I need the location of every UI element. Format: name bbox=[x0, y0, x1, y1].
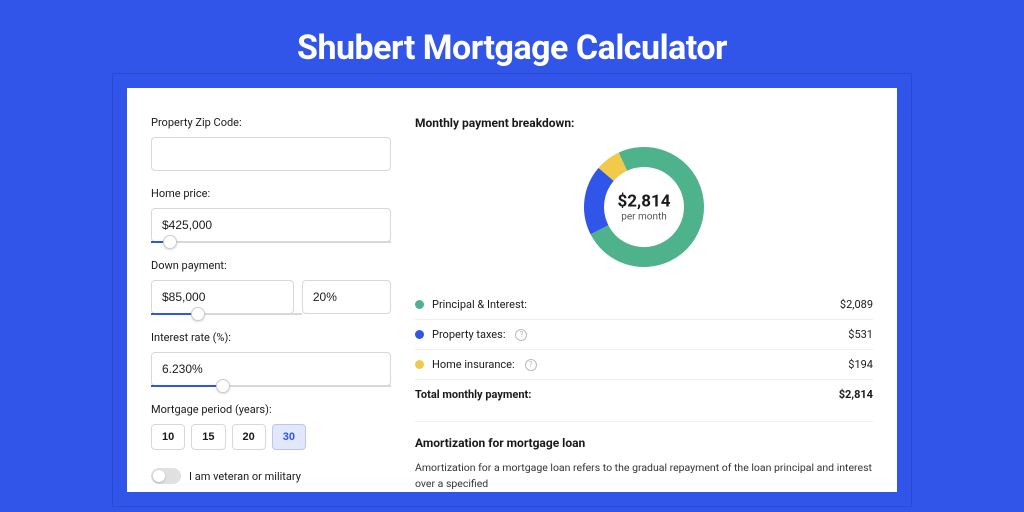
amortization-section: Amortization for mortgage loan Amortizat… bbox=[415, 421, 873, 492]
down-payment-slider[interactable] bbox=[151, 313, 302, 315]
down-payment-slider-thumb[interactable] bbox=[191, 307, 205, 321]
period-option-10[interactable]: 10 bbox=[151, 424, 185, 450]
legend-dot-principal bbox=[415, 300, 424, 309]
donut-wrap: $2,814 per month bbox=[415, 142, 873, 272]
interest-rate-slider[interactable] bbox=[151, 385, 391, 387]
legend-value-insurance: $194 bbox=[848, 358, 873, 371]
period-option-30[interactable]: 30 bbox=[272, 424, 306, 450]
legend-value-taxes: $531 bbox=[848, 328, 873, 341]
period-option-15[interactable]: 15 bbox=[191, 424, 225, 450]
zip-input[interactable] bbox=[151, 137, 391, 171]
info-icon[interactable]: ? bbox=[515, 329, 527, 341]
breakdown-heading: Monthly payment breakdown: bbox=[415, 116, 873, 130]
home-price-slider[interactable] bbox=[151, 241, 391, 243]
legend-row-insurance: Home insurance: ? $194 bbox=[415, 350, 873, 380]
interest-rate-label: Interest rate (%): bbox=[151, 331, 391, 344]
donut-center-amount: $2,814 bbox=[618, 192, 671, 212]
interest-rate-slider-thumb[interactable] bbox=[216, 379, 230, 393]
veteran-label: I am veteran or military bbox=[189, 470, 301, 483]
amortization-heading: Amortization for mortgage loan bbox=[415, 436, 873, 450]
legend-value-total: $2,814 bbox=[839, 388, 873, 401]
period-option-20[interactable]: 20 bbox=[232, 424, 266, 450]
zip-label: Property Zip Code: bbox=[151, 116, 391, 129]
info-icon[interactable]: ? bbox=[525, 359, 537, 371]
zip-field: Property Zip Code: bbox=[151, 116, 391, 171]
legend-label-total: Total monthly payment: bbox=[415, 388, 531, 401]
calculator-card: Property Zip Code: Home price: Down paym… bbox=[127, 88, 897, 492]
breakdown-column: Monthly payment breakdown: $2,814 per mo bbox=[415, 116, 873, 492]
donut-center: $2,814 per month bbox=[618, 192, 671, 223]
legend-value-principal: $2,089 bbox=[840, 298, 873, 311]
page-title: Shubert Mortgage Calculator bbox=[0, 0, 1024, 88]
veteran-toggle-knob bbox=[153, 470, 165, 482]
legend-row-total: Total monthly payment: $2,814 bbox=[415, 380, 873, 409]
legend-label-insurance: Home insurance: bbox=[432, 358, 515, 371]
legend-dot-insurance bbox=[415, 360, 424, 369]
down-payment-amount-input[interactable] bbox=[151, 280, 294, 314]
legend-label-taxes: Property taxes: bbox=[432, 328, 505, 341]
mortgage-period-field: Mortgage period (years): 10 15 20 30 bbox=[151, 403, 391, 450]
legend-dot-taxes bbox=[415, 330, 424, 339]
interest-rate-slider-fill bbox=[151, 385, 223, 387]
home-price-slider-thumb[interactable] bbox=[163, 235, 177, 249]
home-price-label: Home price: bbox=[151, 187, 391, 200]
interest-rate-input[interactable] bbox=[151, 352, 391, 386]
inputs-column: Property Zip Code: Home price: Down paym… bbox=[151, 116, 391, 492]
down-payment-field: Down payment: bbox=[151, 259, 391, 315]
home-price-input[interactable] bbox=[151, 208, 391, 242]
amortization-text: Amortization for a mortgage loan refers … bbox=[415, 460, 873, 492]
payment-donut-chart: $2,814 per month bbox=[579, 142, 709, 272]
veteran-toggle[interactable] bbox=[151, 468, 181, 484]
donut-center-sub: per month bbox=[618, 212, 671, 223]
down-payment-label: Down payment: bbox=[151, 259, 391, 272]
legend-row-principal: Principal & Interest: $2,089 bbox=[415, 290, 873, 320]
mortgage-period-group: 10 15 20 30 bbox=[151, 424, 391, 450]
card-outer: Property Zip Code: Home price: Down paym… bbox=[117, 88, 907, 508]
down-payment-percent-input[interactable] bbox=[302, 280, 391, 314]
mortgage-period-label: Mortgage period (years): bbox=[151, 403, 391, 416]
legend-row-taxes: Property taxes: ? $531 bbox=[415, 320, 873, 350]
legend-label-principal: Principal & Interest: bbox=[432, 298, 527, 311]
veteran-row: I am veteran or military bbox=[151, 468, 391, 484]
home-price-field: Home price: bbox=[151, 187, 391, 243]
interest-rate-field: Interest rate (%): bbox=[151, 331, 391, 387]
